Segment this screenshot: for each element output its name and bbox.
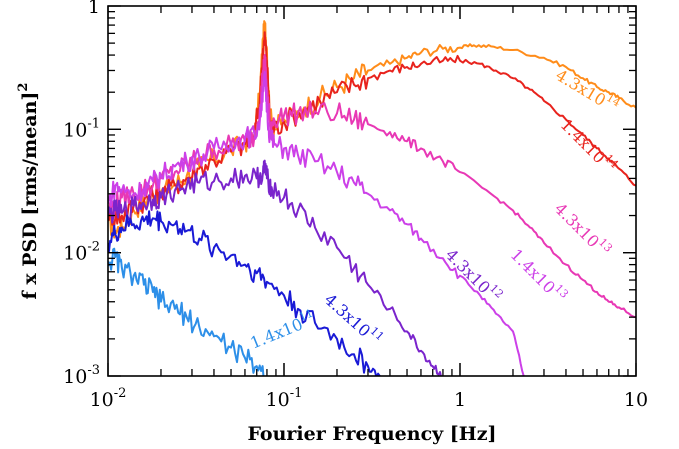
y-tick-label: 10-3 [63,363,100,388]
y-axis-label: f x PSD [rms/mean]2 [16,83,41,300]
x-tick-label-base: 1 [454,389,466,411]
curve-label-base: 4.3x10 [442,245,494,297]
y-tick-label-exp: -3 [87,363,100,378]
curve-label-base: 4.3x10 [552,65,609,110]
x-tick-label: 10 [624,389,648,411]
y-tick-label-base: 10 [63,366,87,388]
y-axis-label-main: f x PSD [rms/mean] [19,92,41,300]
curve-label-base: 1.4x10 [247,314,305,352]
series-line-3 [108,70,525,376]
curve-label-base: 1.4x10 [557,115,609,167]
y-tick-label: 10-1 [63,116,100,141]
series-line-4 [108,159,443,376]
curve-label-4: 4.3x1012 [442,243,506,307]
series-line-2 [108,54,636,319]
curve-label-5: 4.3x1011 [321,288,387,350]
curve-label-1: 1.4x1014 [557,113,621,177]
x-tick-label-base: 10 [90,389,114,411]
plot-frame [107,5,637,377]
series-line-6 [108,247,267,376]
x-tick-label: 1 [454,389,466,411]
x-tick-label-base: 10 [266,389,290,411]
x-tick-label: 10-2 [90,386,127,411]
curve-label-2: 4.3x1013 [551,197,615,261]
curve-label-3: 1.4x1013 [507,243,571,307]
curve-label-base: 1.4x10 [507,245,559,297]
series-layer [108,20,636,376]
y-tick-label-exp: -2 [87,240,100,255]
curve-label-exp: 14 [604,91,623,109]
y-axis-label-sup: 2 [16,83,31,92]
y-tick-label: 1 [88,0,100,18]
y-tick-label: 10-2 [63,240,100,265]
curve-label-0: 4.3x1014 [552,63,622,117]
y-tick-label-exp: -1 [87,116,100,131]
series-line-1 [108,31,636,227]
y-tick-label-base: 10 [63,119,87,141]
series-line-5 [108,210,381,376]
y-tick-label-base: 10 [63,243,87,265]
x-tick-label-base: 10 [624,389,648,411]
x-axis-label: Fourier Frequency [Hz] [247,423,496,445]
y-tick-label-base: 1 [88,0,100,18]
series-line-0 [108,20,636,239]
x-tick-label-exp: -1 [290,386,303,401]
x-tick-label: 10-1 [266,386,303,411]
curve-label-6: 1.4x1011 [246,306,318,352]
tick-layer [107,5,637,377]
x-tick-label-exp: -2 [114,386,127,401]
curve-label-exp: 11 [297,306,315,323]
curve-label-base: 4.3x10 [551,199,603,251]
